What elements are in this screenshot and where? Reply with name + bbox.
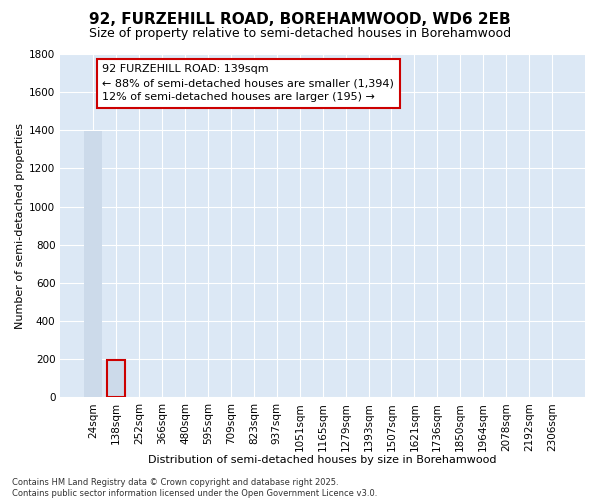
X-axis label: Distribution of semi-detached houses by size in Borehamwood: Distribution of semi-detached houses by … [148,455,497,465]
Text: 92, FURZEHILL ROAD, BOREHAMWOOD, WD6 2EB: 92, FURZEHILL ROAD, BOREHAMWOOD, WD6 2EB [89,12,511,28]
Y-axis label: Number of semi-detached properties: Number of semi-detached properties [15,122,25,328]
Bar [107,360,125,397]
Text: Size of property relative to semi-detached houses in Borehamwood: Size of property relative to semi-detach… [89,28,511,40]
Text: Contains HM Land Registry data © Crown copyright and database right 2025.
Contai: Contains HM Land Registry data © Crown c… [12,478,377,498]
Text: 92 FURZEHILL ROAD: 139sqm
← 88% of semi-detached houses are smaller (1,394)
12% : 92 FURZEHILL ROAD: 139sqm ← 88% of semi-… [102,64,394,102]
Bar [84,132,103,397]
